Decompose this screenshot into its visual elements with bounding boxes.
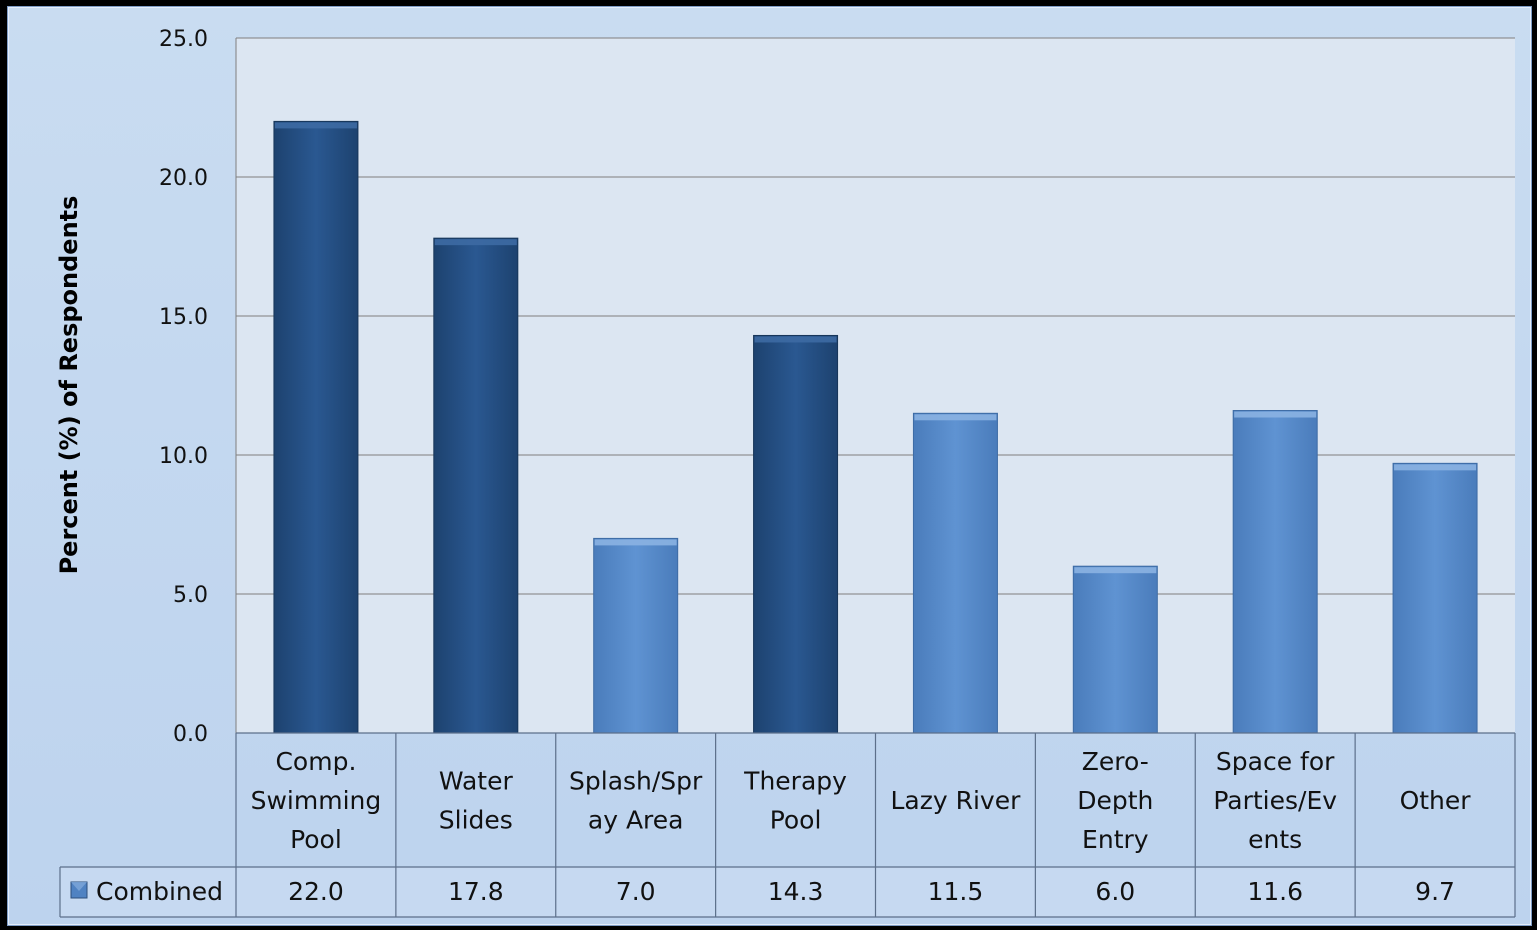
category-label: Depth xyxy=(1077,786,1153,815)
bar-cap xyxy=(594,539,677,546)
legend-key-shine xyxy=(71,882,87,891)
legend-series-name: Combined xyxy=(96,877,223,906)
bars xyxy=(273,120,1478,734)
bar-cap xyxy=(1074,567,1157,574)
bar xyxy=(273,120,359,734)
bar-cap xyxy=(1234,411,1317,418)
category-label: ay Area xyxy=(588,806,684,835)
category-label: ents xyxy=(1248,825,1302,854)
category-label: Therapy xyxy=(743,767,847,796)
bar-body xyxy=(912,412,998,734)
y-tick-labels: 0.0 5.0 10.0 15.0 20.0 25.0 xyxy=(159,27,208,747)
category-label: Water xyxy=(439,767,514,796)
category-label: Slides xyxy=(439,806,513,835)
bar-body xyxy=(1232,410,1318,734)
value-label: 9.7 xyxy=(1415,877,1455,906)
y-tick-label: 15.0 xyxy=(159,305,208,330)
category-label: Swimming xyxy=(251,786,382,815)
value-label: 14.3 xyxy=(768,877,824,906)
bar-cap xyxy=(1394,464,1477,471)
bar-body xyxy=(1392,462,1478,734)
value-label: 11.6 xyxy=(1247,877,1303,906)
y-axis-label: Percent (%) of Respondents xyxy=(55,196,83,575)
bar xyxy=(593,537,679,734)
category-label: Space for xyxy=(1216,747,1335,776)
bar-body xyxy=(753,334,839,734)
bar xyxy=(753,334,839,734)
bar-body xyxy=(273,120,359,734)
value-label: 11.5 xyxy=(928,877,984,906)
category-label: Parties/Ev xyxy=(1213,786,1337,815)
category-label: Zero- xyxy=(1082,747,1149,776)
bar-cap xyxy=(274,122,357,129)
y-tick-label: 5.0 xyxy=(173,583,208,608)
bar xyxy=(912,412,998,734)
bar-cap xyxy=(754,336,837,343)
table-value-row-bg xyxy=(60,867,1515,917)
plot-area xyxy=(236,38,1515,733)
bar xyxy=(433,237,519,734)
category-label: Comp. xyxy=(275,747,356,776)
bar-cap xyxy=(914,414,997,421)
y-tick-label: 0.0 xyxy=(173,722,208,747)
bar xyxy=(1392,462,1478,734)
category-label: Pool xyxy=(770,806,822,835)
y-tick-label: 20.0 xyxy=(159,166,208,191)
category-label: Other xyxy=(1400,786,1472,815)
value-label: 22.0 xyxy=(288,877,344,906)
category-label: Splash/Spr xyxy=(569,767,703,796)
value-label: 6.0 xyxy=(1095,877,1135,906)
bar-cap xyxy=(434,239,517,246)
bar-body xyxy=(433,237,519,734)
bar xyxy=(1072,565,1158,734)
category-label: Entry xyxy=(1082,825,1149,854)
value-label: 17.8 xyxy=(448,877,504,906)
category-label: Pool xyxy=(290,825,342,854)
y-tick-label: 25.0 xyxy=(159,27,208,52)
bar-body xyxy=(1072,565,1158,734)
data-table: Comp. Swimming Pool Water Slides Splash/Spr ay… xyxy=(59,732,1516,918)
bar-body xyxy=(593,537,679,734)
category-label: Lazy River xyxy=(890,786,1021,815)
y-tick-label: 10.0 xyxy=(159,444,208,469)
value-label: 7.0 xyxy=(616,877,656,906)
bar xyxy=(1232,410,1318,734)
